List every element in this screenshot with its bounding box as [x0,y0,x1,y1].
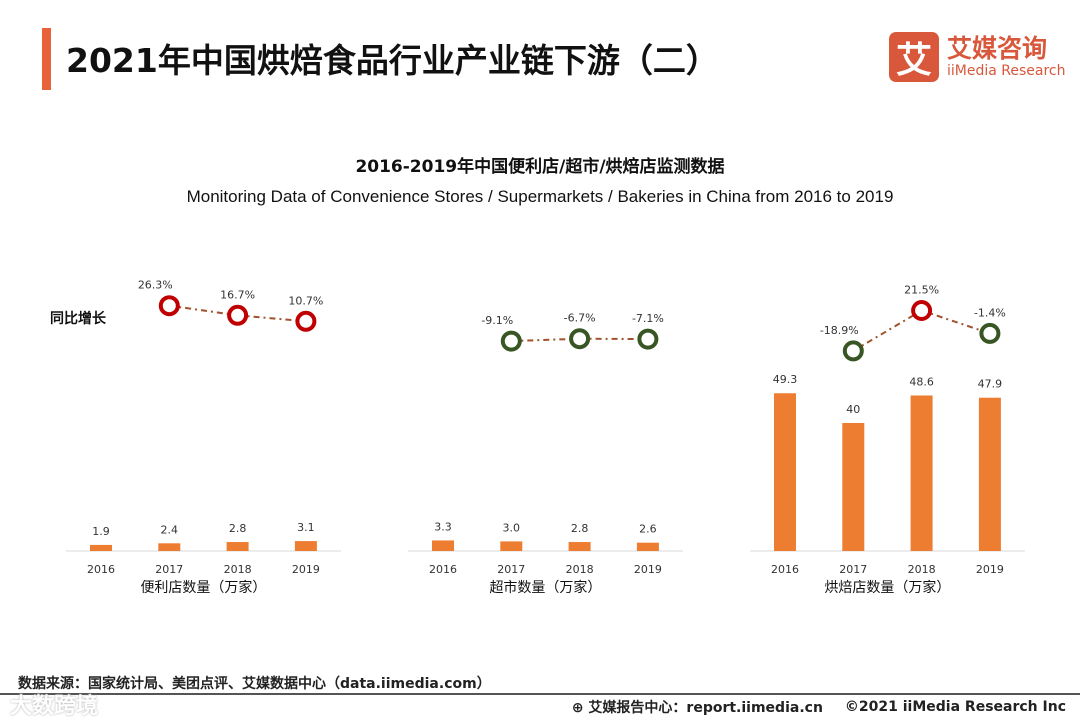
x-tick-label: 2016 [429,563,457,576]
x-tick-label: 2017 [839,563,867,576]
footer: ⊕ 艾媒报告中心：report.iimedia.cn ©2021 iiMedia… [572,697,1066,717]
globe-icon: ⊕ [571,700,584,716]
growth-marker [842,340,864,362]
x-tick-label: 2019 [292,563,320,576]
bar-value-label: 3.1 [297,521,315,534]
bar-value-label: 2.8 [229,522,247,535]
growth-value-label: 16.7% [220,288,255,301]
bar-value-label: 3.0 [503,521,521,534]
bar [500,541,523,551]
bar [226,542,249,551]
x-tick-label: 2016 [87,563,115,576]
bar-value-label: 47.9 [978,378,1003,391]
group-axis-title: 烘焙店数量（万家） [824,579,950,596]
logo-en: iiMedia Research [947,63,1066,79]
growth-value-label: 21.5% [904,284,939,297]
bar-value-label: 49.3 [773,373,798,386]
x-tick-label: 2017 [497,563,525,576]
growth-legend-label: 同比增长 [50,310,107,327]
growth-value-label: -7.1% [632,312,664,325]
growth-value-label: -18.9% [820,324,859,337]
bar [90,544,112,551]
growth-marker [569,328,591,350]
report-link[interactable]: ⊕ 艾媒报告中心：report.iimedia.cn [571,700,823,716]
x-tick-label: 2019 [976,563,1004,576]
bar [910,395,933,551]
bar [432,540,454,551]
group-axis-title: 便利店数量（万家） [140,579,266,596]
bar-value-label: 2.6 [639,523,657,536]
growth-marker [979,322,1001,344]
growth-line-segment [169,304,238,317]
growth-value-label: -6.7% [564,312,596,325]
x-tick-label: 2016 [771,563,799,576]
data-source: 数据来源：国家统计局、美团点评、艾媒数据中心（data.iimedia.com） [18,676,491,692]
growth-marker [911,300,933,321]
growth-line-segment [852,309,923,352]
bar-value-label: 3.3 [434,520,452,533]
logo-cn: 艾媒咨询 [947,34,1048,63]
growth-value-label: -9.1% [481,314,513,327]
bar-value-label: 40 [846,403,860,416]
x-tick-label: 2018 [224,563,252,576]
growth-marker [637,328,659,350]
copyright: ©2021 iiMedia Research Inc [844,699,1066,715]
chart-subtitle: Monitoring Data of Convenience Stores / … [186,187,894,206]
bar [978,397,1001,551]
growth-value-label: -1.4% [974,306,1006,319]
growth-line-segment [511,337,580,343]
growth-line-segment [237,314,306,323]
iimedia-logo: 艾 艾媒咨询 iiMedia Research [889,32,1066,82]
bar-value-label: 2.4 [161,523,179,536]
footer-divider [0,693,1080,695]
x-tick-label: 2018 [908,563,936,576]
bar [636,542,659,551]
bar [568,542,591,551]
growth-marker [227,304,249,326]
growth-value-label: 26.3% [138,279,173,292]
x-tick-label: 2017 [155,563,183,576]
page-title: 2021年中国烘焙食品行业产业链下游（二） [66,41,719,80]
group-axis-title: 超市数量（万家） [489,579,601,596]
growth-line-segment [921,309,991,335]
growth-value-label: 10.7% [288,294,323,307]
bar-value-label: 1.9 [92,525,110,538]
growth-marker [158,295,180,317]
growth-marker [500,330,522,352]
bar-value-label: 2.8 [571,522,589,535]
title-accent-bar [42,28,51,90]
bar [774,393,796,551]
bar-value-label: 48.6 [909,375,934,388]
logo-mark: 艾 [889,32,939,82]
bar [842,423,865,551]
bar [158,543,181,551]
growth-marker [295,310,317,332]
x-tick-label: 2018 [566,563,594,576]
x-tick-label: 2019 [634,563,662,576]
bar [294,541,317,551]
watermark: 大数跨境 [10,694,99,719]
chart-title: 2016-2019年中国便利店/超市/烘焙店监测数据 [355,157,725,177]
